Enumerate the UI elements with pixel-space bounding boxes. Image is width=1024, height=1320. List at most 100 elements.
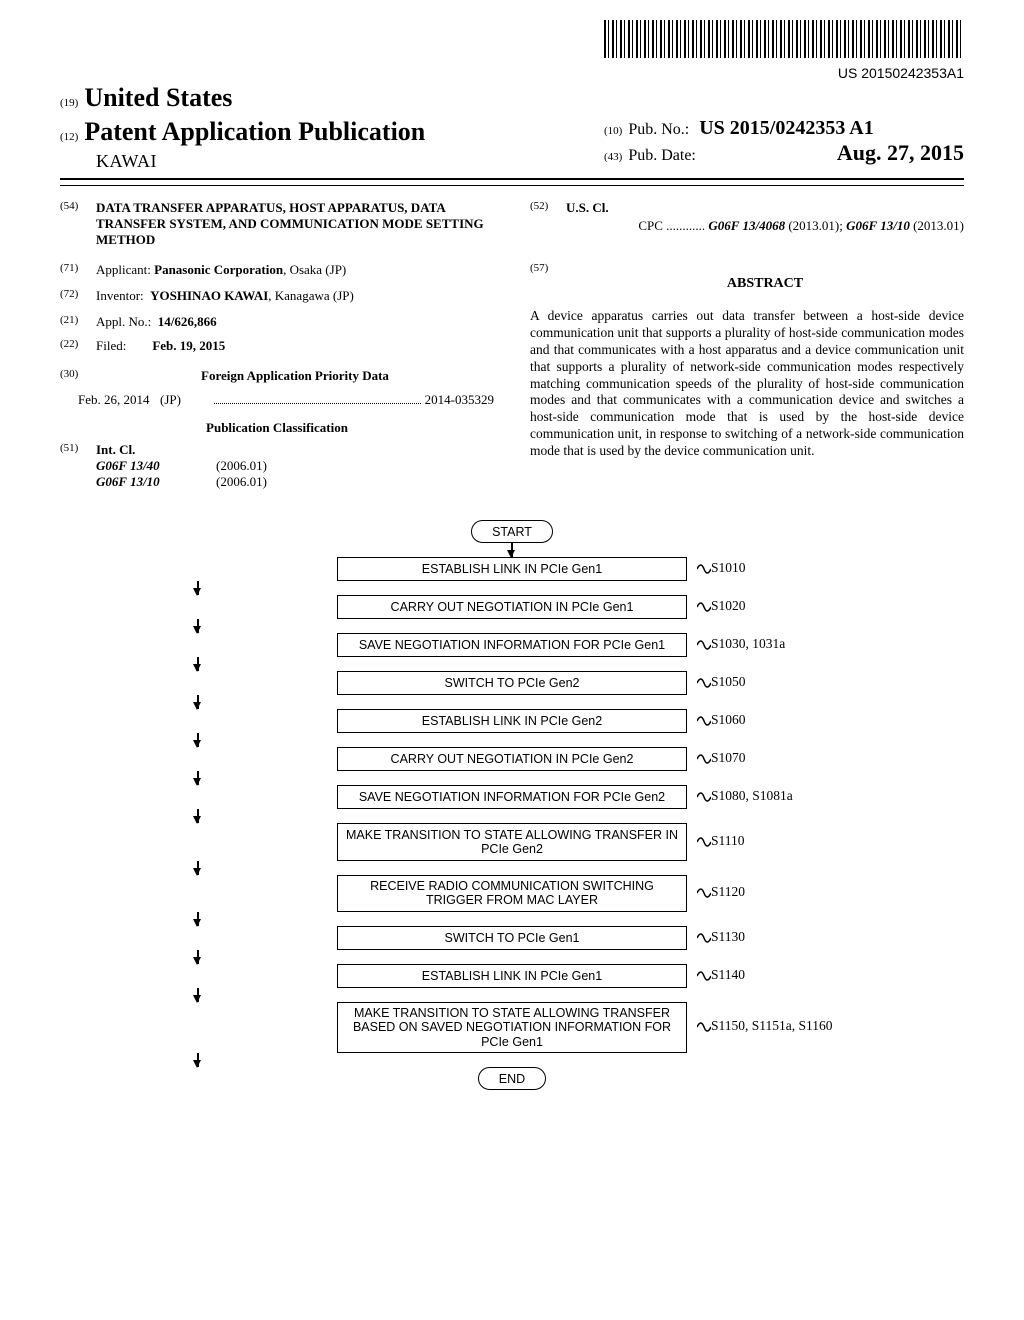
arrow-icon (197, 619, 199, 633)
flow-step-wrap: ESTABLISH LINK IN PCIe Gen1 S1140 (197, 964, 827, 988)
arrow-icon (197, 695, 199, 709)
left-column: (54) DATA TRANSFER APPARATUS, HOST APPAR… (60, 196, 494, 494)
intcl-year: (2006.01) (216, 474, 267, 490)
flow-start: START (471, 520, 553, 543)
priority-date: Feb. 26, 2014 (60, 392, 160, 408)
bibliographic-columns: (54) DATA TRANSFER APPARATUS, HOST APPAR… (60, 196, 964, 494)
pub-class-heading: Publication Classification (60, 420, 494, 436)
flow-step-label: S1070 (697, 747, 827, 771)
curve-connector-icon (697, 557, 711, 581)
barcode-text: US 20150242353A1 (60, 65, 964, 81)
curve-connector-icon (697, 747, 711, 771)
appl-no-label: Appl. No.: (96, 314, 151, 329)
curve-connector-icon (697, 785, 711, 809)
flowchart: START ESTABLISH LINK IN PCIe Gen1 S1010 CA… (60, 520, 964, 1090)
flow-step-label: S1120 (697, 881, 827, 905)
arrow-icon (197, 581, 199, 595)
curve-connector-icon (697, 595, 711, 619)
inventor-loc: , Kanagawa (JP) (268, 288, 354, 303)
flow-step-label: S1110 (697, 830, 827, 854)
inventor-field: (72) Inventor: YOSHINAO KAWAI, Kanagawa … (60, 288, 494, 304)
flow-step: CARRY OUT NEGOTIATION IN PCIe Gen1 (337, 595, 687, 619)
pub-no: US 2015/0242353 A1 (699, 117, 873, 140)
flow-step-label: S1150, S1151a, S1160 (697, 1015, 827, 1039)
pub-no-prefix: (10) (604, 125, 622, 137)
barcode-section: US 20150242353A1 (60, 20, 964, 81)
curve-connector-icon (697, 633, 711, 657)
arrow-icon (197, 733, 199, 747)
intcl-field: (51) Int. Cl. G06F 13/40(2006.01)G06F 13… (60, 442, 494, 490)
arrow-icon (197, 809, 199, 823)
flow-step-wrap: ESTABLISH LINK IN PCIe Gen2S1060 (197, 709, 827, 733)
arrow-icon (511, 543, 513, 557)
abstract-heading: ABSTRACT (566, 276, 964, 292)
flow-end: END (478, 1067, 546, 1090)
flow-step-label: S1030, 1031a (697, 633, 827, 657)
arrow-icon (197, 988, 199, 1002)
applicant-loc: , Osaka (JP) (283, 262, 346, 277)
flow-step-label: S1060 (697, 709, 827, 733)
abstract-text: A device apparatus carries out data tran… (530, 308, 964, 460)
flow-step: ESTABLISH LINK IN PCIe Gen1 (337, 964, 687, 988)
cpc-code: G06F 13/4068 (708, 218, 785, 233)
flow-step-wrap: ESTABLISH LINK IN PCIe Gen1 S1010 (197, 557, 827, 581)
foreign-priority-field: (30) Foreign Application Priority Data (60, 368, 494, 384)
flow-step-wrap: MAKE TRANSITION TO STATE ALLOWING TRANSF… (197, 1002, 827, 1053)
appl-no-field: (21) Appl. No.: 14/626,866 (60, 314, 494, 330)
uscl-label: U.S. Cl. (566, 200, 609, 215)
intcl-row: G06F 13/10(2006.01) (96, 474, 494, 490)
flow-step: SAVE NEGOTIATION INFORMATION FOR PCIe Ge… (337, 785, 687, 809)
flow-step: MAKE TRANSITION TO STATE ALLOWING TRANSF… (337, 823, 687, 861)
applicant: Panasonic Corporation (154, 262, 283, 277)
pub-date-label: Pub. Date: (628, 147, 696, 165)
flow-step-wrap: SWITCH TO PCIe Gen1S1130 (197, 926, 827, 950)
intcl-code: G06F 13/10 (96, 474, 216, 490)
uscl-field: (52) U.S. Cl. CPC ............ G06F 13/4… (530, 200, 964, 234)
cpc-code: G06F 13/10 (846, 218, 910, 233)
arrow-icon (197, 657, 199, 671)
curve-connector-icon (697, 830, 711, 854)
priority-row: Feb. 26, 2014 (JP) 2014-035329 (60, 392, 494, 408)
flow-step: RECEIVE RADIO COMMUNICATION SWITCHING TR… (337, 875, 687, 912)
flow-step: CARRY OUT NEGOTIATION IN PCIe Gen2 (337, 747, 687, 771)
intcl-num: (51) (60, 442, 96, 490)
flow-step-wrap: CARRY OUT NEGOTIATION IN PCIe Gen1S1020 (197, 595, 827, 619)
flow-step-wrap: SAVE NEGOTIATION INFORMATION FOR PCIe Ge… (197, 785, 827, 809)
arrow-icon (197, 912, 199, 926)
flow-step: MAKE TRANSITION TO STATE ALLOWING TRANSF… (337, 1002, 687, 1053)
flow-step-wrap: MAKE TRANSITION TO STATE ALLOWING TRANSF… (197, 823, 827, 861)
arrow-icon (197, 1053, 199, 1067)
curve-connector-icon (697, 926, 711, 950)
pub-no-label: Pub. No.: (628, 121, 689, 139)
country-prefix: (19) (60, 97, 78, 109)
flow-step: SAVE NEGOTIATION INFORMATION FOR PCIe Ge… (337, 633, 687, 657)
priority-country: (JP) (160, 392, 210, 408)
curve-connector-icon (697, 881, 711, 905)
foreign-priority-num: (30) (60, 368, 96, 384)
flow-step-label: S1080, S1081a (697, 785, 827, 809)
flow-step-label: S1010 (697, 557, 827, 581)
filed: Feb. 19, 2015 (152, 338, 225, 353)
title-text: DATA TRANSFER APPARATUS, HOST APPARATUS,… (96, 200, 494, 248)
title-num: (54) (60, 200, 96, 248)
flow-step: ESTABLISH LINK IN PCIe Gen1 (337, 557, 687, 581)
arrow-icon (197, 861, 199, 875)
inventor-label: Inventor: (96, 288, 144, 303)
cpc-year: (2013.01) (913, 218, 964, 233)
barcode-image (604, 20, 964, 58)
pub-type: Patent Application Publication (84, 117, 425, 147)
flow-step-wrap: CARRY OUT NEGOTIATION IN PCIe Gen2 S1070 (197, 747, 827, 771)
inventor: YOSHINAO KAWAI (150, 288, 268, 303)
applicant-field: (71) Applicant: Panasonic Corporation, O… (60, 262, 494, 278)
flow-step-label: S1050 (697, 671, 827, 695)
foreign-priority-heading: Foreign Application Priority Data (96, 368, 494, 384)
flow-step: SWITCH TO PCIe Gen1 (337, 926, 687, 950)
right-column: (52) U.S. Cl. CPC ............ G06F 13/4… (530, 196, 964, 494)
curve-connector-icon (697, 1015, 711, 1039)
flow-step-label: S1140 (697, 964, 827, 988)
intcl-year: (2006.01) (216, 458, 267, 474)
divider-thick (60, 178, 964, 180)
priority-dots (214, 392, 421, 404)
applicant-num: (71) (60, 262, 96, 278)
priority-number: 2014-035329 (425, 392, 494, 408)
